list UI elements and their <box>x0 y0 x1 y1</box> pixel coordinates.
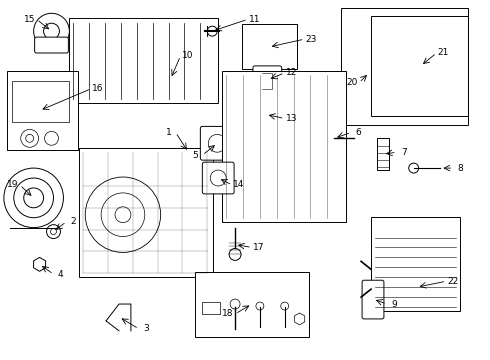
Bar <box>79 148 213 277</box>
Circle shape <box>208 134 226 152</box>
Text: 16: 16 <box>93 84 104 93</box>
Circle shape <box>21 129 39 147</box>
Bar <box>341 8 468 125</box>
Circle shape <box>328 132 340 144</box>
Bar <box>242 24 296 69</box>
Bar <box>12 81 70 122</box>
FancyBboxPatch shape <box>200 126 234 160</box>
Circle shape <box>101 193 145 237</box>
Text: 13: 13 <box>286 114 297 123</box>
Bar <box>202 302 220 314</box>
Bar <box>377 138 389 170</box>
Circle shape <box>229 248 241 260</box>
Circle shape <box>47 225 60 239</box>
FancyBboxPatch shape <box>362 280 384 319</box>
Circle shape <box>207 26 217 36</box>
Text: 20: 20 <box>346 78 358 87</box>
Text: 14: 14 <box>233 180 245 189</box>
Text: 9: 9 <box>391 300 397 309</box>
FancyBboxPatch shape <box>35 37 69 53</box>
Bar <box>7 71 78 150</box>
Circle shape <box>45 131 58 145</box>
Circle shape <box>34 13 70 49</box>
Text: 6: 6 <box>355 128 361 137</box>
Bar <box>196 272 310 337</box>
Text: 12: 12 <box>286 68 297 77</box>
Circle shape <box>210 170 226 186</box>
Text: 18: 18 <box>222 310 234 319</box>
Circle shape <box>4 168 63 228</box>
Circle shape <box>14 178 53 218</box>
Circle shape <box>258 107 274 122</box>
Text: 17: 17 <box>253 243 265 252</box>
Text: 3: 3 <box>143 324 148 333</box>
Bar <box>222 71 346 222</box>
Text: 11: 11 <box>249 15 261 24</box>
Text: 4: 4 <box>58 270 63 279</box>
Text: 15: 15 <box>24 15 35 24</box>
Text: 21: 21 <box>438 49 449 58</box>
Circle shape <box>44 23 59 39</box>
Circle shape <box>230 299 240 309</box>
Text: 10: 10 <box>182 51 193 60</box>
Circle shape <box>24 188 44 208</box>
Text: 1: 1 <box>166 128 171 137</box>
Text: 8: 8 <box>458 163 463 172</box>
Circle shape <box>281 302 289 310</box>
Bar <box>371 217 460 311</box>
Text: 22: 22 <box>448 277 459 286</box>
Bar <box>70 18 218 103</box>
Text: 5: 5 <box>193 151 198 160</box>
Bar <box>371 16 468 116</box>
Circle shape <box>115 207 131 223</box>
Text: 7: 7 <box>401 148 407 157</box>
Text: 19: 19 <box>7 180 19 189</box>
Circle shape <box>25 134 34 142</box>
FancyBboxPatch shape <box>202 162 234 194</box>
FancyBboxPatch shape <box>253 66 282 95</box>
Bar <box>371 16 468 116</box>
Circle shape <box>256 302 264 310</box>
Bar <box>242 24 296 69</box>
Text: 2: 2 <box>71 217 76 226</box>
Text: 23: 23 <box>306 35 317 44</box>
Circle shape <box>409 163 418 173</box>
FancyBboxPatch shape <box>250 99 282 130</box>
Circle shape <box>85 177 161 252</box>
Circle shape <box>50 229 56 235</box>
